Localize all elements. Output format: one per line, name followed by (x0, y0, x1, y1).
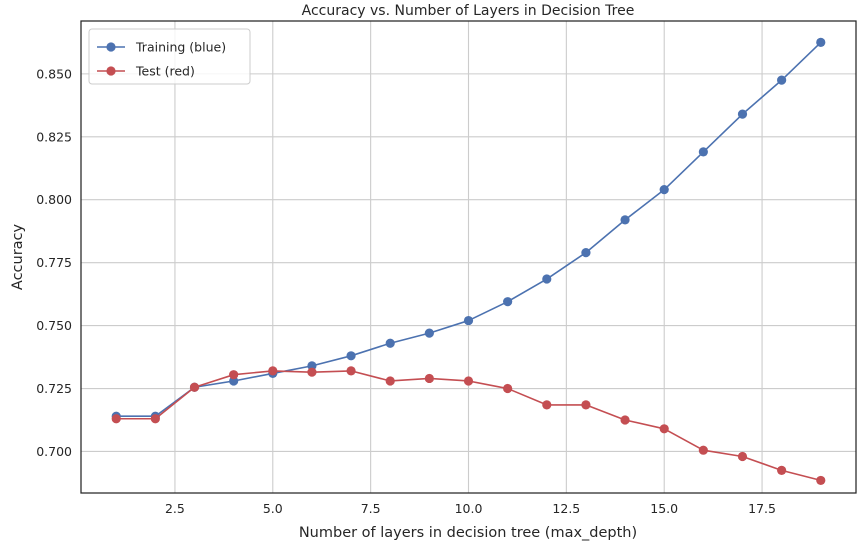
data-point-test (816, 475, 826, 486)
data-point-test (229, 370, 239, 380)
data-point-test (385, 376, 395, 386)
data-point-training (737, 109, 748, 119)
x-tick-label: 5.0 (263, 501, 283, 516)
grid (81, 21, 856, 493)
data-point-training (581, 247, 591, 258)
x-tick-label: 15.0 (650, 501, 678, 516)
data-point-training (424, 328, 434, 338)
x-tick-label: 10.0 (455, 501, 483, 516)
data-point-training (659, 185, 669, 195)
data-point-test (737, 451, 748, 462)
x-tick-label: 12.5 (552, 501, 580, 516)
legend: Training (blue) Test (red) (88, 28, 251, 85)
legend-label-test: Test (red) (135, 64, 195, 79)
legend-marker-training (106, 42, 116, 52)
x-axis-label: Number of layers in decision tree (max_d… (299, 525, 637, 541)
legend-box (88, 28, 251, 85)
data-point-test (503, 383, 513, 394)
data-point-training (346, 351, 356, 361)
x-tick-label: 2.5 (165, 501, 185, 516)
y-tick-label: 0.800 (36, 192, 72, 207)
data-point-test (307, 367, 317, 377)
x-tick-label: 17.5 (748, 501, 776, 516)
y-axis-label: Accuracy (10, 223, 26, 290)
data-point-training (385, 338, 395, 348)
data-point-training (229, 376, 239, 386)
y-tick-label: 0.825 (36, 129, 72, 144)
plot-frame (80, 20, 857, 494)
data-point-training (698, 147, 708, 157)
data-point-test (424, 373, 434, 384)
data-point-training (816, 37, 826, 47)
data-point-training (542, 274, 552, 284)
data-point-test (581, 400, 591, 410)
data-point-test (542, 400, 552, 410)
data-point-test (189, 382, 200, 392)
legend-marker-test (106, 66, 116, 76)
data-point-test (620, 415, 630, 425)
tick-labels: 2.5 5.0 7.5 10.0 12.5 15.0 17.5 0.700 0.725 0.750… (36, 66, 776, 516)
data-point-training (777, 75, 787, 85)
data-point-test (463, 376, 474, 386)
y-tick-label: 0.725 (36, 381, 72, 396)
y-tick-label: 0.775 (36, 255, 72, 270)
y-tick-label: 0.850 (36, 66, 72, 81)
data-point-test (150, 414, 160, 424)
x-tick-label: 7.5 (361, 501, 381, 516)
series-group (111, 37, 826, 486)
data-point-test (777, 465, 787, 475)
data-point-test (346, 366, 356, 376)
legend-label-training: Training (blue) (135, 40, 226, 55)
data-point-test (268, 366, 278, 376)
data-point-test (698, 445, 708, 455)
y-tick-label: 0.750 (36, 318, 72, 333)
data-point-training (620, 215, 630, 225)
data-point-training (463, 315, 474, 326)
data-point-test (659, 424, 669, 434)
data-point-training (307, 361, 317, 371)
chart-title: Accuracy vs. Number of Layers in Decisio… (302, 3, 635, 19)
data-point-training (503, 297, 513, 307)
data-point-test (111, 414, 121, 424)
y-tick-label: 0.700 (36, 444, 72, 459)
